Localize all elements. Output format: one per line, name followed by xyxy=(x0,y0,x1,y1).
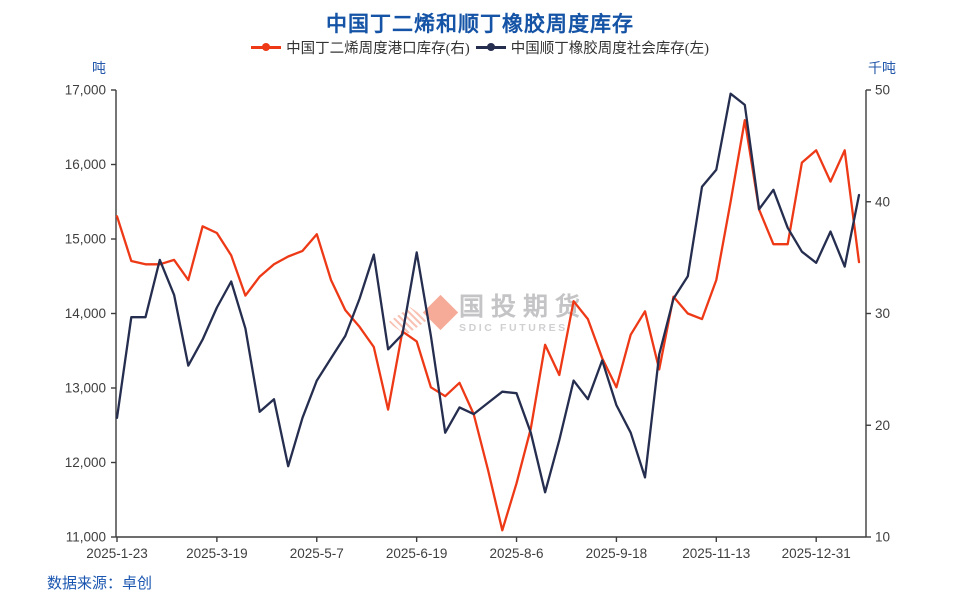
x-axis-tick-label: 2025-5-7 xyxy=(290,546,344,561)
x-axis-tick-label: 2025-9-18 xyxy=(586,546,648,561)
left-axis-tick-label: 13,000 xyxy=(65,381,106,396)
right-axis-tick-label: 20 xyxy=(875,418,890,433)
x-axis-tick-label: 2025-11-13 xyxy=(682,546,750,561)
right-axis-tick-label: 10 xyxy=(875,530,890,545)
right-axis-tick-label: 30 xyxy=(875,306,890,321)
legend-item-butadiene-port: 中国丁二烯周度港口库存(右) xyxy=(251,37,470,58)
left-axis-tick-label: 15,000 xyxy=(65,232,106,247)
x-axis-tick-label: 2025-1-23 xyxy=(86,546,148,561)
left-axis-tick-label: 17,000 xyxy=(65,83,106,98)
right-axis-unit-label: 千吨 xyxy=(868,60,896,76)
right-axis-tick-label: 50 xyxy=(875,83,890,98)
x-axis-tick-label: 2025-12-31 xyxy=(782,546,851,561)
legend-label-br-social: 中国顺丁橡胶周度社会库存(左) xyxy=(510,41,709,57)
x-axis-tick-label: 2025-3-19 xyxy=(186,546,248,561)
left-axis-tick-label: 11,000 xyxy=(66,530,106,545)
legend-item-br-social: 中国顺丁橡胶周度社会库存(左) xyxy=(475,37,709,58)
legend-line-dot-marker-navy xyxy=(475,43,506,52)
left-axis-tick-label: 14,000 xyxy=(65,306,106,321)
x-axis-tick-label: 2025-6-19 xyxy=(386,546,448,561)
series-line-br-social-left xyxy=(115,92,861,494)
data-source-note: 数据来源：卓创 xyxy=(47,575,153,592)
series-line-butadiene-port-right xyxy=(115,119,861,532)
right-axis-tick-label: 40 xyxy=(875,194,890,209)
left-axis-tick-label: 16,000 xyxy=(65,157,106,172)
x-axis-tick-label: 2025-8-6 xyxy=(490,546,544,561)
legend-label-butadiene-port: 中国丁二烯周度港口库存(右) xyxy=(286,41,470,57)
left-axis-unit-label: 吨 xyxy=(92,60,106,76)
chart-title: 中国丁二烯和顺丁橡胶周度库存 xyxy=(326,13,634,36)
left-axis-tick-label: 12,000 xyxy=(65,455,106,470)
chart-legend: 中国丁二烯周度港口库存(右) 中国顺丁橡胶周度社会库存(左) xyxy=(0,37,960,58)
legend-line-dot-marker-red xyxy=(251,43,282,52)
